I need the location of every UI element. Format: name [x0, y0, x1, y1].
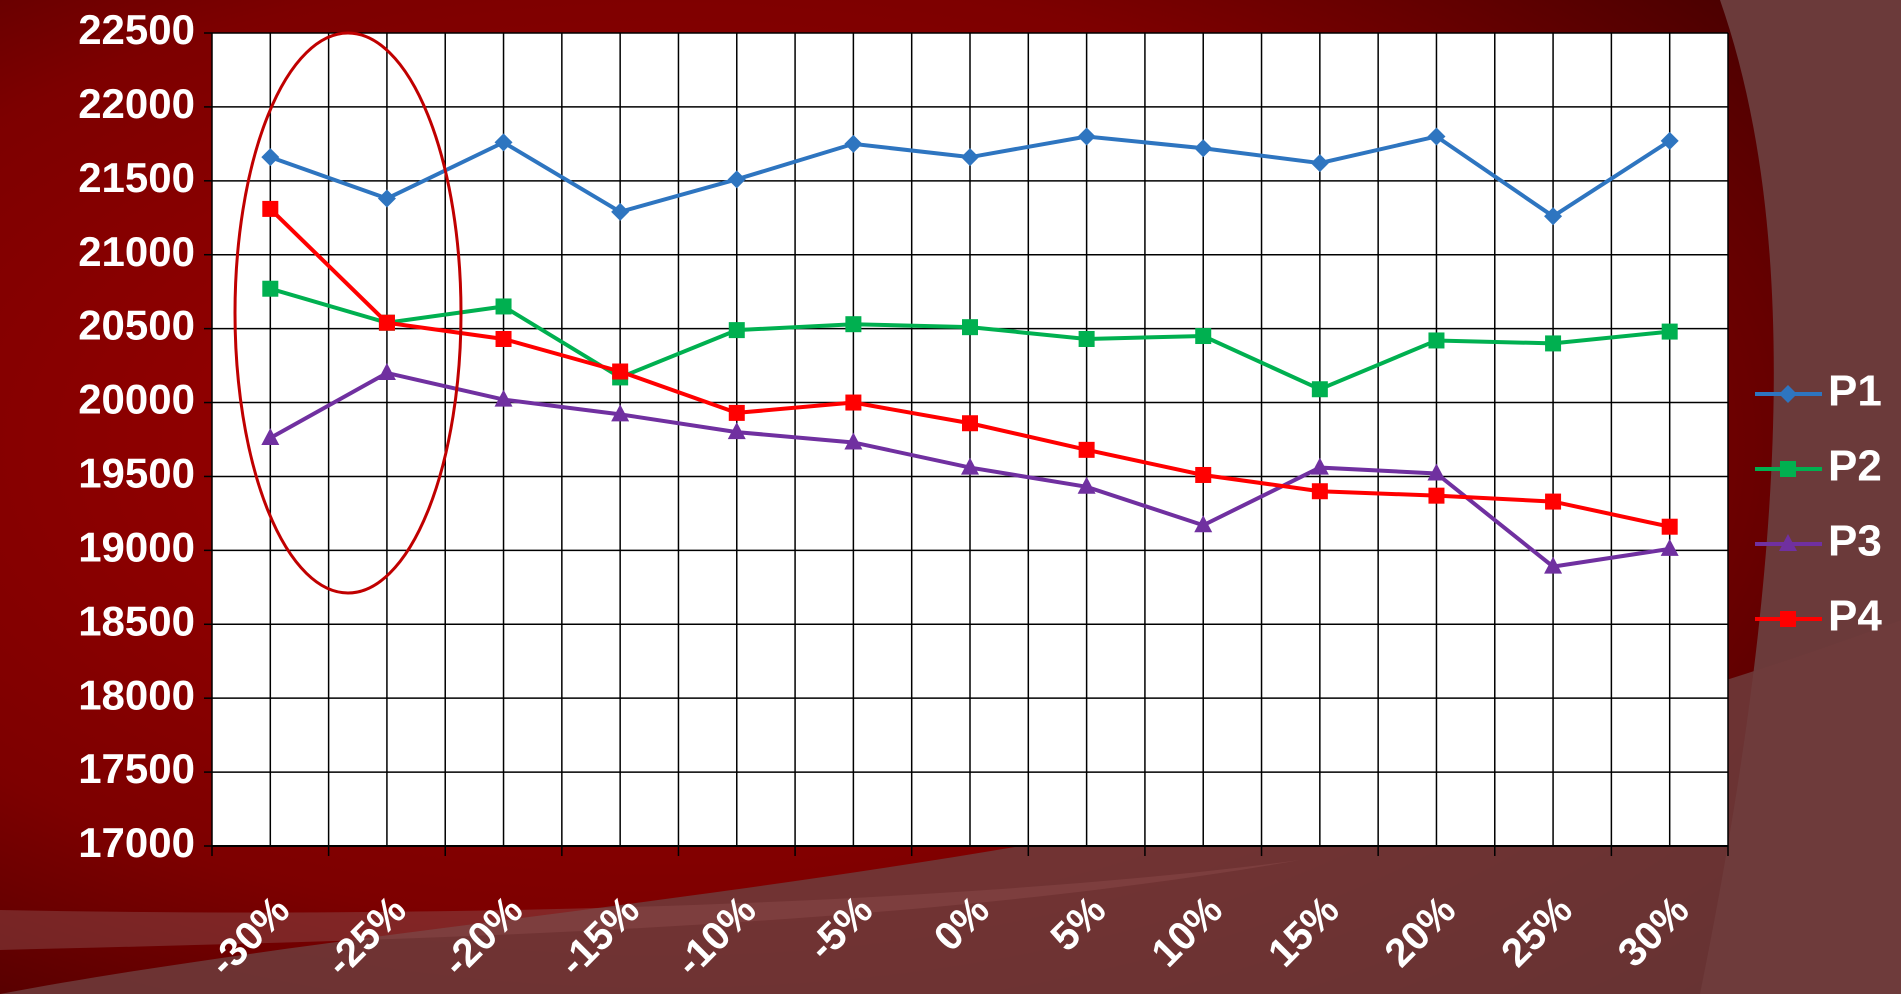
- y-tick-label: 19500: [78, 450, 195, 497]
- legend-label: P2: [1828, 442, 1882, 491]
- y-tick-label: 22000: [78, 80, 195, 127]
- data-point: [1661, 323, 1678, 340]
- legend-label: P4: [1828, 592, 1882, 641]
- data-point: [962, 319, 978, 336]
- data-point: [844, 134, 863, 153]
- data-point: [1077, 127, 1096, 146]
- y-tick-label: 22500: [78, 6, 195, 53]
- data-point: [378, 314, 395, 331]
- data-point: [1661, 518, 1678, 535]
- data-point: [1544, 556, 1563, 574]
- legend-label: P1: [1828, 367, 1882, 416]
- data-point: [1195, 328, 1212, 345]
- y-tick-label: 18500: [78, 597, 195, 644]
- data-point: [494, 133, 513, 152]
- data-point: [1077, 476, 1096, 494]
- data-point: [1428, 487, 1445, 504]
- legend-marker: [1780, 461, 1796, 477]
- data-point: [1311, 381, 1328, 398]
- y-tick-label: 21000: [78, 228, 195, 275]
- data-point: [1194, 515, 1213, 533]
- data-point: [727, 422, 746, 440]
- y-tick-label: 21500: [78, 154, 195, 201]
- data-point: [1310, 154, 1329, 173]
- y-tick-label: 18000: [78, 671, 195, 718]
- data-point: [1194, 139, 1213, 158]
- y-tick-label: 20500: [78, 302, 195, 349]
- background-swoosh: [0, 860, 1300, 950]
- data-point: [262, 200, 279, 217]
- data-point: [612, 363, 629, 380]
- data-point: [494, 389, 513, 407]
- data-point: [1311, 483, 1328, 500]
- grid: [204, 32, 1729, 856]
- y-tick-label: 20000: [78, 376, 195, 423]
- y-tick-label: 17000: [78, 819, 195, 866]
- legend-marker: [1779, 385, 1797, 403]
- data-point: [728, 322, 745, 339]
- data-point: [845, 394, 862, 411]
- data-point: [727, 170, 746, 189]
- data-point: [1427, 127, 1446, 146]
- data-point: [1544, 207, 1563, 226]
- data-point: [611, 202, 630, 221]
- legend-marker: [1779, 534, 1797, 551]
- data-point: [961, 148, 979, 167]
- data-point: [262, 280, 279, 297]
- data-point: [1660, 538, 1679, 556]
- data-point: [1545, 493, 1562, 510]
- data-point: [377, 189, 396, 208]
- data-point: [1078, 441, 1095, 458]
- data-point: [962, 415, 978, 432]
- background-swoosh: [0, 620, 1901, 994]
- data-point: [1427, 463, 1446, 481]
- y-tick-label: 17500: [78, 745, 195, 792]
- data-point: [495, 330, 512, 347]
- data-point: [844, 432, 863, 450]
- data-point: [611, 404, 630, 422]
- data-point: [1310, 457, 1329, 475]
- annotation-ellipse: [233, 31, 463, 595]
- data-point: [1660, 131, 1679, 150]
- data-point: [728, 404, 745, 421]
- data-point: [261, 428, 280, 446]
- data-point: [1195, 466, 1212, 483]
- data-point: [961, 457, 979, 475]
- series-group: [261, 127, 1679, 574]
- data-point: [377, 362, 396, 380]
- data-point: [845, 316, 862, 333]
- legend-label: P3: [1828, 517, 1882, 566]
- legend-marker: [1780, 611, 1796, 627]
- data-point: [1078, 330, 1095, 347]
- y-tick-label: 19000: [78, 523, 195, 570]
- data-point: [495, 298, 512, 315]
- data-point: [1428, 332, 1445, 349]
- data-point: [1545, 335, 1562, 352]
- data-point: [261, 148, 280, 167]
